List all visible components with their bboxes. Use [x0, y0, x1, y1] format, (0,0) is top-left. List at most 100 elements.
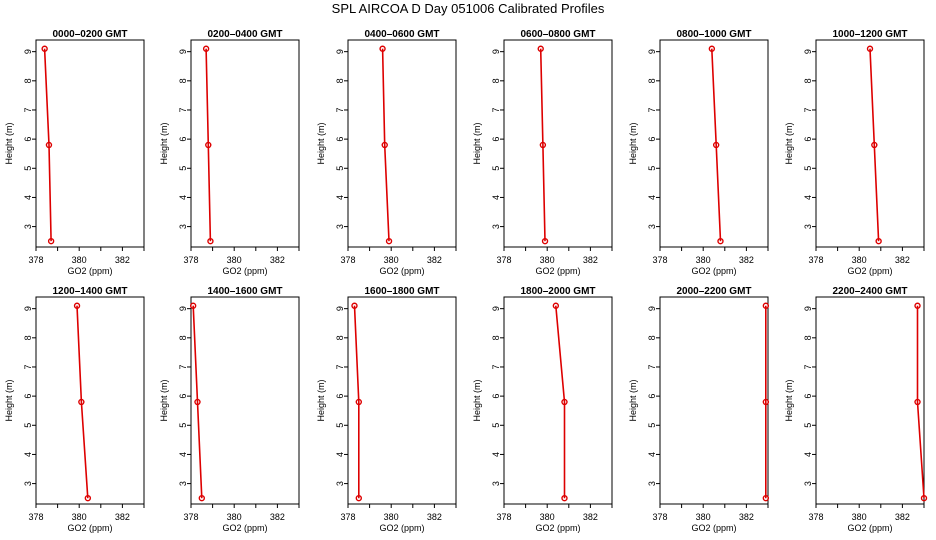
- y-tick-label: 3: [803, 224, 813, 229]
- y-axis-label: Height (m): [784, 122, 794, 164]
- x-axis-label: GO2 (ppm): [222, 266, 267, 276]
- y-tick-label: 7: [23, 107, 33, 112]
- y-tick-label: 9: [647, 49, 657, 54]
- y-tick-label: 6: [491, 394, 501, 399]
- x-tick-label: 382: [583, 512, 598, 522]
- x-tick-label: 378: [496, 255, 511, 265]
- y-axis-label: Height (m): [4, 122, 14, 164]
- plot-frame: [659, 39, 769, 248]
- y-tick-label: 9: [491, 49, 501, 54]
- y-axis-label: Height (m): [628, 122, 638, 164]
- x-tick-label: 382: [115, 255, 130, 265]
- y-tick-label: 6: [803, 394, 813, 399]
- x-tick-label: 382: [115, 512, 130, 522]
- figure-title: SPL AIRCOA D Day 051006 Calibrated Profi…: [331, 1, 605, 16]
- panel: 1400–1600 GMT 378 380 382 3 4 5 6 7 8 9 GO2 (ppm) He…: [159, 286, 300, 533]
- y-axis-label: Height (m): [316, 122, 326, 164]
- profile-line: [353, 305, 360, 499]
- x-tick-label: 380: [696, 255, 711, 265]
- y-tick-label: 9: [178, 306, 188, 311]
- y-tick-label: 5: [23, 423, 33, 428]
- y-tick-label: 7: [23, 364, 33, 369]
- profile-line: [711, 48, 722, 242]
- y-tick-label: 8: [803, 78, 813, 83]
- y-tick-label: 9: [23, 49, 33, 54]
- data-point: [871, 141, 878, 149]
- x-tick-label: 378: [340, 512, 355, 522]
- panel: 2000–2200 GMT 378 380 382 3 4 5 6 7 8 9 GO2 (ppm) He…: [628, 286, 770, 533]
- y-tick-label: 4: [491, 452, 501, 457]
- y-tick-label: 4: [647, 195, 657, 200]
- plot-frame: [815, 39, 925, 248]
- y-tick-label: 5: [23, 166, 33, 171]
- y-tick-label: 7: [647, 364, 657, 369]
- data-point: [920, 494, 928, 502]
- y-tick-label: 5: [491, 423, 501, 428]
- data-point: [762, 494, 770, 502]
- y-tick-label: 3: [335, 481, 345, 486]
- x-tick-label: 378: [808, 255, 823, 265]
- profile-line: [43, 48, 52, 242]
- data-point: [73, 302, 81, 309]
- plot-frame: [190, 296, 300, 505]
- x-tick-label: 378: [183, 512, 198, 522]
- x-axis-label: GO2 (ppm): [535, 523, 580, 533]
- profile-line: [381, 48, 390, 242]
- y-axis-label: Height (m): [628, 379, 638, 421]
- data-point: [198, 494, 206, 502]
- y-tick-label: 3: [178, 224, 188, 229]
- y-axis-label: Height (m): [159, 122, 169, 164]
- y-tick-label: 8: [335, 335, 345, 340]
- y-tick-label: 8: [23, 335, 33, 340]
- data-point: [202, 45, 210, 52]
- y-tick-label: 5: [178, 166, 188, 171]
- y-tick-label: 6: [335, 137, 345, 142]
- y-tick-label: 9: [335, 306, 345, 311]
- plot-frame: [815, 296, 925, 505]
- y-tick-label: 3: [178, 481, 188, 486]
- data-point: [381, 141, 388, 149]
- y-tick-label: 3: [23, 224, 33, 229]
- panel: 1200–1400 GMT 378 380 382 3 4 5 6 7 8 9 GO2 (ppm) He…: [4, 286, 145, 533]
- data-point: [385, 237, 393, 245]
- panel: 2200–2400 GMT 378 380 382 3 4 5 6 7 8 9 GO2 (ppm) He…: [784, 286, 928, 533]
- panel: 1800–2000 GMT 378 380 382 3 4 5 6 7 8 9 GO2 (ppm) He…: [472, 286, 613, 533]
- y-tick-label: 7: [491, 364, 501, 369]
- x-tick-label: 380: [72, 512, 87, 522]
- x-tick-label: 382: [895, 255, 910, 265]
- y-tick-label: 9: [491, 306, 501, 311]
- data-point: [762, 302, 770, 309]
- data-point: [355, 494, 362, 502]
- x-tick-label: 378: [496, 512, 511, 522]
- y-tick-label: 7: [647, 107, 657, 112]
- y-tick-label: 8: [647, 78, 657, 83]
- y-tick-label: 5: [803, 166, 813, 171]
- y-tick-label: 5: [647, 166, 657, 171]
- y-tick-label: 4: [178, 195, 188, 200]
- y-tick-label: 4: [23, 195, 33, 200]
- x-tick-label: 382: [427, 512, 442, 522]
- data-point: [45, 141, 53, 149]
- y-tick-label: 5: [647, 423, 657, 428]
- plot-frame: [35, 39, 145, 248]
- x-axis-label: GO2 (ppm): [379, 266, 424, 276]
- y-tick-label: 7: [491, 107, 501, 112]
- y-tick-label: 4: [23, 452, 33, 457]
- data-point: [866, 45, 874, 52]
- x-tick-label: 380: [227, 255, 242, 265]
- data-point: [914, 302, 921, 309]
- x-tick-label: 382: [427, 255, 442, 265]
- plot-frame: [35, 296, 145, 505]
- x-tick-label: 380: [227, 512, 242, 522]
- y-tick-label: 8: [23, 78, 33, 83]
- y-tick-label: 4: [491, 195, 501, 200]
- panel-title: 0800–1000 GMT: [676, 29, 751, 40]
- panel-title: 0400–0600 GMT: [364, 29, 439, 40]
- x-axis-label: GO2 (ppm): [847, 266, 892, 276]
- panel-title: 2000–2200 GMT: [676, 286, 751, 297]
- y-tick-label: 6: [647, 137, 657, 142]
- y-tick-label: 4: [335, 195, 345, 200]
- x-tick-label: 382: [739, 512, 754, 522]
- data-point: [561, 494, 568, 502]
